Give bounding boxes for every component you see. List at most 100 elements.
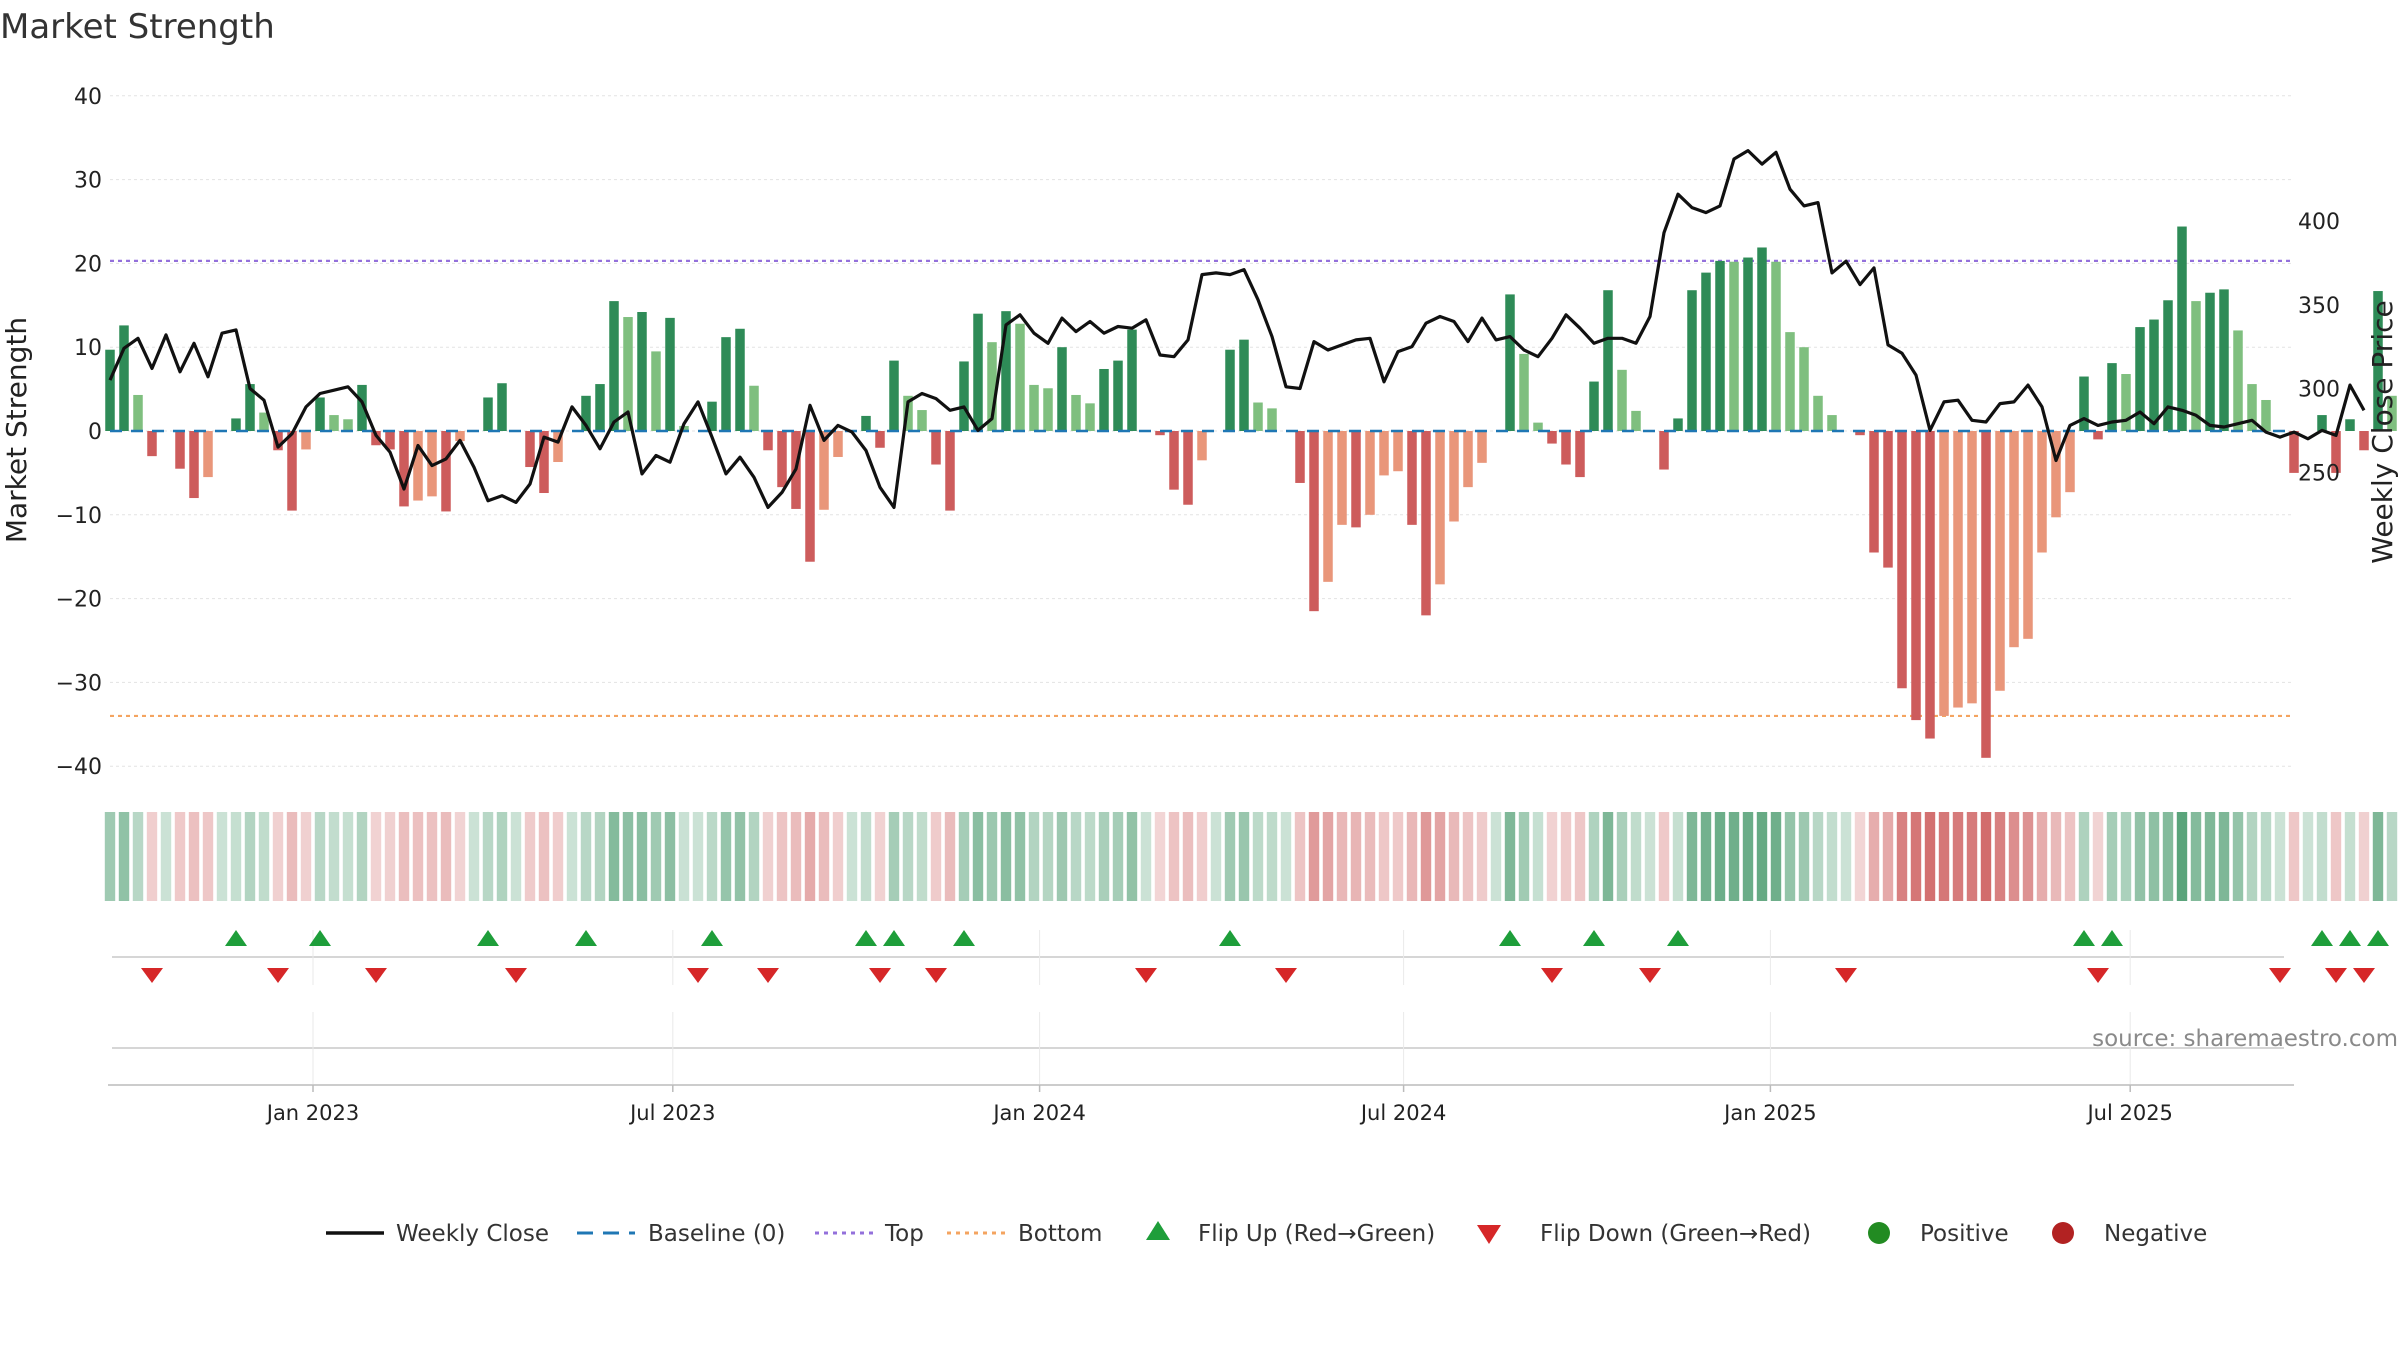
x-tick-label: Jan 2024 [991, 1101, 1086, 1125]
strength-bar [1225, 349, 1235, 431]
strength-bar [1547, 431, 1557, 444]
strip-cell [958, 812, 970, 901]
y-axis-left-label: Market Strength [0, 317, 33, 543]
strip-cell [1826, 812, 1838, 901]
strip-cell [412, 812, 424, 901]
strip-cell [2358, 812, 2370, 901]
strength-bar [2037, 431, 2047, 553]
strip-cell [1896, 812, 1908, 901]
strip-cell [2372, 812, 2384, 901]
strip-cell [216, 812, 228, 901]
strength-bar [1043, 388, 1053, 431]
strip-cell [2260, 812, 2272, 901]
strip-cell [258, 812, 270, 901]
flip-up-marker [883, 930, 905, 946]
strength-bar [1743, 257, 1753, 431]
strip-cell [482, 812, 494, 901]
strip-cell [1266, 812, 1278, 901]
strength-bar [2359, 431, 2369, 451]
strip-cell [468, 812, 480, 901]
flip-down-marker [141, 968, 163, 983]
strip-cell [1700, 812, 1712, 901]
strength-bar [931, 431, 941, 465]
strip-cell [804, 812, 816, 901]
flip-up-icon [1146, 1221, 1170, 1240]
strength-bar [287, 431, 297, 511]
flip-down-marker [2325, 968, 2347, 983]
strip-cell [1196, 812, 1208, 901]
strength-bar [539, 431, 549, 494]
strip-cell [1966, 812, 1978, 901]
strip-cell [1308, 812, 1320, 901]
strip-cell [2330, 812, 2342, 901]
strip-cell [524, 812, 536, 901]
y-tick-right: 250 [2298, 461, 2340, 486]
strength-bar [357, 384, 367, 431]
strip-cell [664, 812, 676, 901]
signal-strip [104, 812, 2398, 901]
strength-bar [707, 401, 717, 431]
strength-bar [861, 415, 871, 431]
strength-bar [231, 418, 241, 431]
strip-cell [860, 812, 872, 901]
strength-bar [609, 301, 619, 431]
flip-down-marker [267, 968, 289, 983]
strip-cell [1518, 812, 1530, 901]
y-tick-left: 10 [74, 336, 102, 361]
strip-cell [1476, 812, 1488, 901]
strip-cell [1462, 812, 1474, 901]
legend: Weekly Close Baseline (0) Top Bottom Fli… [326, 1221, 2207, 1247]
flip-down-marker [365, 968, 387, 983]
strength-bar [1715, 260, 1725, 431]
strength-bar [1799, 347, 1809, 431]
strip-cell [734, 812, 746, 901]
strength-bar [1323, 431, 1333, 582]
strength-bar [2219, 289, 2229, 431]
y-tick-left: −40 [56, 755, 102, 780]
strip-cell [2232, 812, 2244, 901]
strength-bar [1267, 408, 1277, 431]
strip-cell [1406, 812, 1418, 901]
strip-cell [1112, 812, 1124, 901]
strength-bar [1603, 290, 1613, 431]
strip-cell [202, 812, 214, 901]
strength-bar [637, 312, 647, 431]
strip-cell [1336, 812, 1348, 901]
strip-cell [846, 812, 858, 901]
axes: 40 30 20 10 0 −10 −20 −30 −40 400 350 300 250 [56, 85, 2340, 780]
strength-bar [2317, 415, 2327, 431]
flip-up-marker [855, 930, 877, 946]
strength-bar [483, 397, 493, 431]
flip-down-marker [925, 968, 947, 983]
strength-bar [1113, 360, 1123, 431]
strength-bar [1785, 332, 1795, 431]
strip-cell [622, 812, 634, 901]
strip-cell [1182, 812, 1194, 901]
legend-flip-down-label: Flip Down (Green→Red) [1540, 1221, 1811, 1247]
x-tick-label: Jul 2024 [1359, 1101, 1446, 1125]
strength-bar [413, 431, 423, 501]
strength-bar [763, 431, 773, 451]
strength-bar [259, 412, 269, 431]
legend-baseline: Baseline (0) [577, 1221, 785, 1247]
strength-bar [1407, 431, 1417, 525]
strip-cell [2106, 812, 2118, 901]
strength-bar [175, 431, 185, 469]
strength-bar [1771, 261, 1781, 431]
strip-cell [1868, 812, 1880, 901]
strip-cell [174, 812, 186, 901]
flip-up-marker [1499, 930, 1521, 946]
flip-up-marker [1667, 930, 1689, 946]
flip-up-marker [2073, 930, 2095, 946]
strip-cell [1504, 812, 1516, 901]
flip-up-marker [701, 930, 723, 946]
legend-flip-up-label: Flip Up (Red→Green) [1198, 1221, 1435, 1247]
strength-bar [1169, 431, 1179, 490]
strip-cell [440, 812, 452, 901]
weekly-close-line [108, 149, 2366, 509]
strip-cell [1742, 812, 1754, 901]
strength-bar [1393, 431, 1403, 472]
flip-up-marker [225, 930, 247, 946]
strength-bar [1239, 339, 1249, 431]
strip-cell [1070, 812, 1082, 901]
